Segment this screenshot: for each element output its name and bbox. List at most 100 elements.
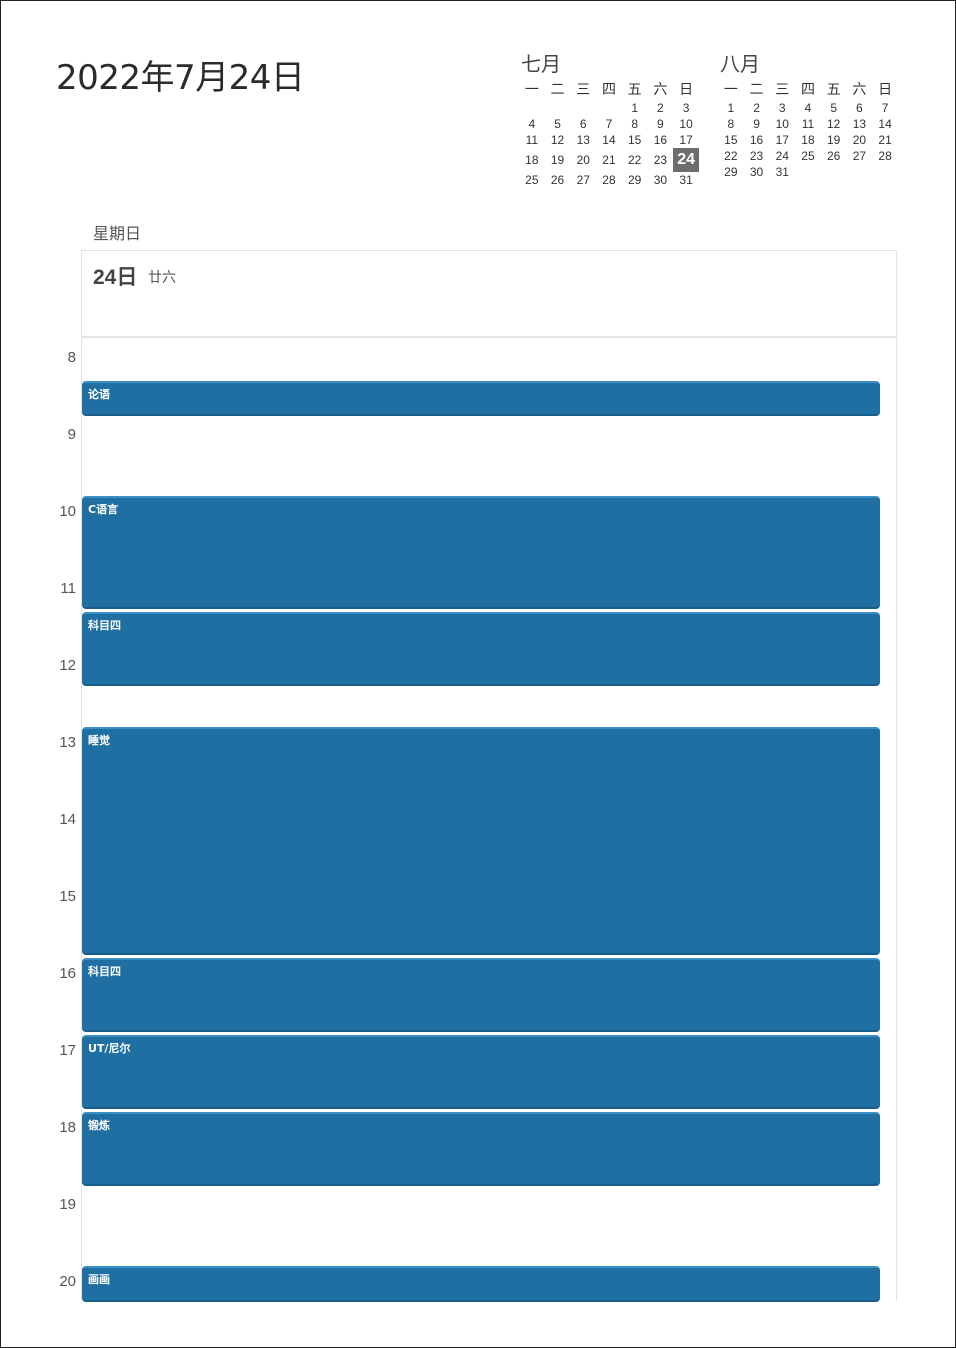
calendar-day[interactable]: 28 (602, 173, 616, 187)
calendar-day[interactable]: 19 (550, 153, 565, 167)
calendar-day[interactable]: 25 (801, 149, 815, 163)
calendar-day[interactable]: 18 (801, 133, 815, 147)
calendar-day[interactable]: 21 (878, 133, 892, 147)
hour-label: 17 (59, 1042, 76, 1059)
mini-calendar-grid: 一二三四五六日 1 2 3 4 5 6 7 8 9 10 11 12 13 14 15 16 17 18 19 20 2… (519, 78, 699, 188)
calendar-day[interactable]: 31 (775, 165, 789, 179)
calendar-day[interactable]: 29 (724, 165, 738, 179)
calendar-day[interactable]: 10 (775, 117, 789, 131)
calendar-day[interactable]: 10 (679, 117, 693, 131)
calendar-day[interactable]: 6 (856, 101, 863, 115)
calendar-day[interactable]: 30 (749, 165, 764, 179)
calendar-day[interactable]: 27 (576, 173, 590, 187)
calendar-day[interactable]: 9 (657, 117, 664, 131)
calendar-day[interactable]: 22 (724, 149, 738, 163)
calendar-day[interactable]: 26 (550, 173, 565, 187)
calendar-day[interactable]: 23 (653, 153, 668, 167)
calendar-day[interactable]: 16 (653, 133, 668, 147)
calendar-day[interactable]: 3 (778, 101, 786, 115)
calendar-day[interactable]: 27 (852, 149, 867, 163)
calendar-day[interactable]: 18 (525, 153, 539, 167)
calendar-day[interactable]: 19 (826, 133, 841, 147)
calendar-day[interactable]: 30 (653, 173, 668, 187)
calendar-day[interactable]: 3 (682, 101, 690, 115)
calendar-day[interactable]: 28 (878, 149, 892, 163)
weekday-header: 四 (601, 81, 616, 97)
calendar-day[interactable]: 15 (627, 133, 642, 147)
calendar-week-row: 4 5 6 7 8 9 10 (519, 116, 699, 132)
calendar-day[interactable]: 15 (724, 133, 738, 147)
weekday-header: 二 (550, 81, 565, 97)
event-block[interactable]: 画画 (82, 1266, 880, 1302)
calendar-day[interactable]: 12 (550, 133, 565, 147)
calendar-day[interactable]: 2 (753, 101, 760, 115)
calendar-day[interactable]: 20 (852, 133, 867, 147)
calendar-day-today[interactable]: 24 (673, 148, 699, 172)
calendar-day[interactable]: 4 (804, 101, 812, 115)
calendar-day[interactable]: 11 (801, 117, 815, 131)
calendar-day[interactable]: 23 (749, 149, 764, 163)
calendar-day[interactable]: 2 (657, 101, 664, 115)
weekday-header: 六 (852, 81, 867, 97)
event-block[interactable]: 科目四 (82, 958, 880, 1032)
calendar-day[interactable]: 7 (605, 117, 613, 131)
weekday-header: 日 (878, 81, 893, 97)
weekday-header: 四 (800, 81, 815, 97)
calendar-day[interactable]: 24 (775, 149, 789, 163)
calendar-week-row: 29 30 31 (718, 164, 898, 180)
calendar-day[interactable]: 26 (826, 149, 841, 163)
calendar-day (519, 100, 545, 116)
calendar-day[interactable]: 22 (627, 153, 642, 167)
calendar-day[interactable]: 16 (749, 133, 764, 147)
calendar-day[interactable]: 21 (602, 153, 616, 167)
hour-label: 16 (59, 965, 76, 982)
calendar-day[interactable]: 14 (602, 133, 616, 147)
calendar-day (847, 164, 873, 180)
event-title: C语言 (88, 503, 119, 516)
mini-calendar-august: 八月 一二三四五六日 1 2 3 4 5 6 7 8 9 10 11 12 13 14 15 16 17 18 19… (718, 52, 898, 180)
calendar-day[interactable]: 4 (528, 117, 536, 131)
calendar-day[interactable]: 8 (727, 117, 735, 131)
calendar-day[interactable]: 20 (576, 153, 590, 167)
calendar-day[interactable]: 8 (631, 117, 638, 131)
weekday-header: 一 (723, 81, 738, 97)
calendar-day[interactable]: 25 (525, 173, 539, 187)
hour-label: 15 (59, 888, 76, 905)
event-title: 锻炼 (88, 1119, 110, 1132)
hour-label: 14 (59, 811, 76, 828)
calendar-day[interactable]: 9 (753, 117, 760, 131)
calendar-day[interactable]: 7 (881, 101, 889, 115)
event-title: 睡觉 (88, 734, 110, 747)
calendar-day[interactable]: 31 (679, 173, 693, 187)
calendar-day (872, 164, 898, 180)
event-block[interactable]: UT/尼尔 (82, 1035, 880, 1109)
weekday-header: 二 (749, 81, 764, 97)
weekday-header: 一 (524, 81, 539, 97)
calendar-day[interactable]: 11 (525, 133, 539, 147)
calendar-day[interactable]: 29 (627, 173, 642, 187)
hour-label: 9 (67, 426, 76, 443)
calendar-day[interactable]: 5 (830, 101, 837, 115)
calendar-day[interactable]: 6 (579, 117, 587, 131)
calendar-day[interactable]: 17 (679, 133, 693, 147)
calendar-day[interactable]: 17 (775, 133, 789, 147)
mini-calendar-grid: 一二三四五六日 1 2 3 4 5 6 7 8 9 10 11 12 13 14 15 16 17 18 19 20 2… (718, 78, 898, 180)
calendar-week-row: 1 2 3 4 5 6 7 (718, 100, 898, 116)
calendar-day[interactable]: 1 (727, 101, 735, 115)
calendar-day[interactable]: 5 (554, 117, 561, 131)
event-block[interactable]: 科目四 (82, 611, 880, 686)
event-block[interactable]: C语言 (82, 496, 880, 609)
event-block[interactable]: 睡觉 (82, 727, 880, 955)
event-title: 科目四 (88, 965, 121, 978)
calendar-week-row: 11 12 13 14 15 16 17 (519, 132, 699, 148)
calendar-day[interactable]: 13 (852, 117, 867, 131)
calendar-week-row: 18 19 20 21 22 23 24 (519, 148, 699, 172)
calendar-day (821, 164, 847, 180)
calendar-day[interactable]: 14 (878, 117, 892, 131)
calendar-day[interactable]: 12 (826, 117, 841, 131)
event-block[interactable]: 锻炼 (82, 1112, 880, 1186)
calendar-day[interactable]: 13 (576, 133, 590, 147)
hour-label: 12 (59, 657, 76, 674)
calendar-day[interactable]: 1 (631, 101, 638, 115)
event-block[interactable]: 论语 (82, 380, 880, 416)
